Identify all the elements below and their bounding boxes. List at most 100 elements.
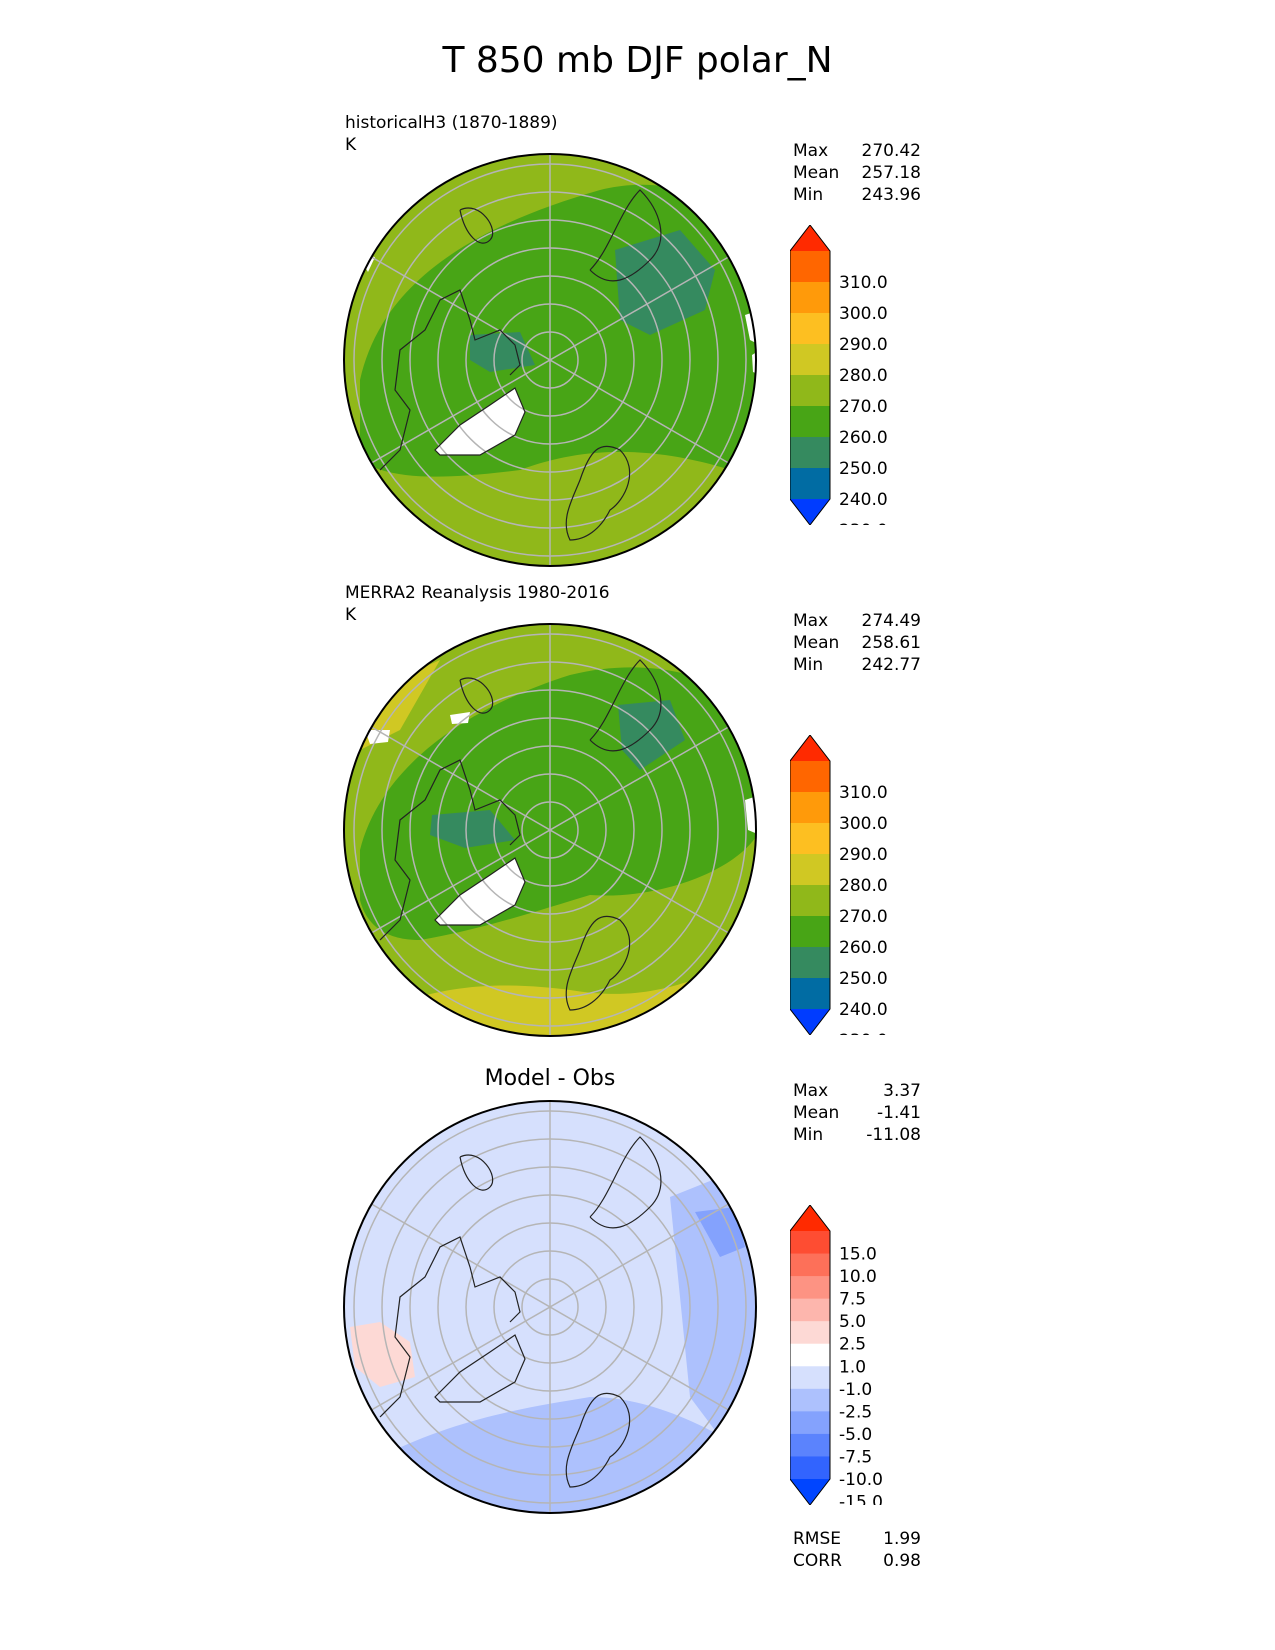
colorbar-segment [790, 1276, 830, 1300]
min-label: Min [793, 1125, 824, 1145]
colorbar-tick-label: 7.5 [839, 1290, 866, 1310]
colorbar-segment [790, 823, 830, 855]
panel-2-label: MERRA2 Reanalysis 1980-2016 K [345, 582, 610, 626]
colorbar-tick-label: 270.0 [839, 397, 888, 417]
colorbar-tick-label: 250.0 [839, 969, 888, 989]
missing-mask-3 [752, 350, 756, 375]
colorbar-tick-label: 280.0 [839, 876, 888, 896]
colorbar-tick-label: 300.0 [839, 814, 888, 834]
panel-3-colorbar: 15.010.0 7.55.0 2.51.0 -1.0-2.5 -5.0-7.5 -10.… [790, 1205, 883, 1505]
colorbar-segment [790, 1388, 830, 1412]
max-label: Max [793, 611, 829, 631]
coastlines [379, 189, 662, 541]
panel-3-title: Model - Obs [484, 1066, 616, 1091]
colorbar-tick-label: 10.0 [839, 1267, 877, 1287]
max-label: Max [793, 1081, 829, 1101]
colorbar-segment [790, 1321, 830, 1345]
colorbar-outline [790, 225, 831, 525]
panel-1-polar-map [343, 153, 757, 567]
min-value: -11.08 [866, 1125, 921, 1145]
colorbar-tick-label: 280.0 [839, 366, 888, 386]
panel-2-run-label: MERRA2 Reanalysis 1980-2016 [345, 583, 610, 603]
panel-1-units: K [345, 135, 357, 155]
panel-1-run-label: historicalH3 (1870-1889) [345, 113, 558, 133]
panel-1-stats: Max 270.42 Mean 257.18 Min 243.96 [793, 140, 921, 206]
colorbar-segment [790, 406, 830, 438]
colorbar-tick-label: 310.0 [839, 783, 888, 803]
colorbar-extend-bottom [790, 1009, 830, 1035]
colorbar-tick-label: 270.0 [839, 907, 888, 927]
colorbar-tick-label: 1.0 [839, 1357, 866, 1377]
colorbar-segment [790, 1433, 830, 1457]
colorbar-tick-label: -15.0 [839, 1493, 883, 1505]
graticule [353, 624, 747, 1036]
colorbar-tick-label: 230.0 [839, 1031, 888, 1035]
colorbar-tick-label: 310.0 [839, 273, 888, 293]
map-boundary [343, 153, 757, 567]
mean-label: Mean [793, 163, 840, 183]
colorbar-tick-label: -10.0 [839, 1470, 883, 1490]
coastlines [379, 1136, 662, 1488]
colorbar-segment [790, 313, 830, 345]
colorbar-segment [790, 251, 830, 283]
colorbar-tick-label: 260.0 [839, 938, 888, 958]
colorbar-segment [790, 947, 830, 979]
colorbar-segment [790, 468, 830, 500]
colorbar-tick-label: 250.0 [839, 459, 888, 479]
colorbar-segment [790, 1343, 830, 1367]
colorbar-segment [790, 282, 830, 314]
diff-band-minus5-minus7p5 [695, 1207, 745, 1257]
colorbar-tick-label: 260.0 [839, 428, 888, 448]
max-value: 3.37 [883, 1081, 921, 1101]
min-value: 242.77 [861, 655, 921, 675]
greenland-mask [435, 858, 525, 925]
panel-3-stats: Max 3.37 Mean -1.41 Min -11.08 [793, 1080, 921, 1146]
colorbar-extend-top [790, 1205, 830, 1231]
colorbar-tick-label: 290.0 [839, 845, 888, 865]
colorbar-tick-label: -5.0 [839, 1425, 872, 1445]
min-label: Min [793, 185, 824, 205]
mean-value: -1.41 [877, 1103, 921, 1123]
map-boundary [343, 623, 757, 1037]
colorbar-segment [790, 437, 830, 469]
mean-value: 258.61 [861, 633, 921, 653]
colorbar-tick-label: 290.0 [839, 335, 888, 355]
colorbar-segment [790, 1366, 830, 1390]
colorbar-tick-label: 230.0 [839, 521, 888, 525]
max-value: 270.42 [861, 141, 921, 161]
colorbar-extend-top [790, 735, 830, 761]
field-band-240-250 [618, 700, 685, 770]
colorbar-segment [790, 375, 830, 407]
graticule [353, 1101, 747, 1513]
colorbar-segment [790, 885, 830, 917]
panel-3-polar-map [343, 1100, 757, 1514]
missing-mask-2 [450, 712, 470, 724]
panel-2-polar-map [343, 623, 757, 1037]
panel-2-units: K [345, 605, 357, 625]
colorbar-segment [790, 1411, 830, 1435]
mean-value: 257.18 [861, 163, 921, 183]
colorbar-segment [790, 1298, 830, 1322]
min-label: Min [793, 655, 824, 675]
coastlines [379, 659, 662, 1011]
colorbar-tick-label: -1.0 [839, 1380, 872, 1400]
colorbar-extend-bottom [790, 499, 830, 525]
mean-label: Mean [793, 633, 840, 653]
panel-1-label: historicalH3 (1870-1889) K [345, 112, 558, 156]
corr-label: CORR [793, 1551, 842, 1571]
colorbar-segment [790, 1456, 830, 1480]
missing-mask-3 [745, 795, 756, 835]
panel-2-stats: Max 274.49 Mean 258.61 Min 242.77 [793, 610, 921, 676]
colorbar-tick-label: 5.0 [839, 1312, 866, 1332]
max-value: 274.49 [861, 611, 921, 631]
colorbar-tick-label: -2.5 [839, 1402, 872, 1422]
colorbar-segment [790, 1253, 830, 1277]
panel-1-colorbar: 310.0 300.0 290.0 280.0 270.0 260.0 250.0 240.0… [790, 225, 888, 525]
colorbar-segment [790, 916, 830, 948]
colorbar-outline [790, 1205, 831, 1505]
colorbar-segment [790, 978, 830, 1010]
colorbar-segment [790, 854, 830, 886]
colorbar-tick-label: 15.0 [839, 1245, 877, 1265]
colorbar-segment [790, 792, 830, 824]
map-boundary [343, 1100, 757, 1514]
